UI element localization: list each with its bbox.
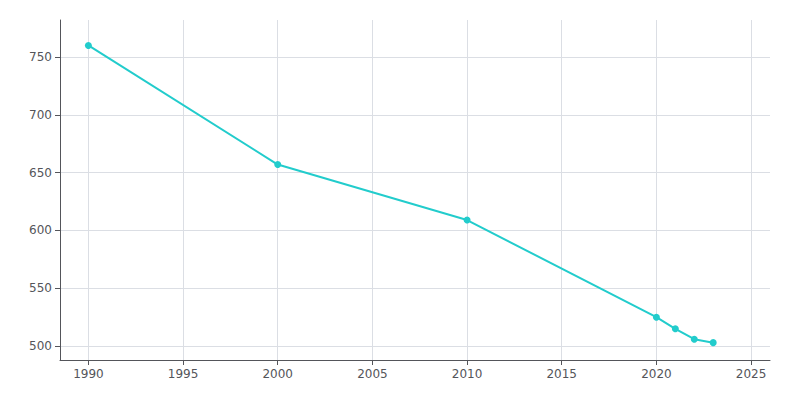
svg-text:2010: 2010 — [452, 367, 483, 381]
svg-text:1990: 1990 — [73, 367, 104, 381]
svg-text:2020: 2020 — [641, 367, 672, 381]
svg-text:2015: 2015 — [546, 367, 577, 381]
svg-text:500: 500 — [29, 339, 52, 353]
svg-text:550: 550 — [29, 281, 52, 295]
svg-text:600: 600 — [29, 223, 52, 237]
svg-text:2005: 2005 — [357, 367, 388, 381]
svg-text:2000: 2000 — [262, 367, 293, 381]
svg-text:750: 750 — [29, 50, 52, 64]
svg-text:1995: 1995 — [168, 367, 199, 381]
svg-text:650: 650 — [29, 166, 52, 180]
svg-text:700: 700 — [29, 108, 52, 122]
svg-text:2025: 2025 — [736, 367, 767, 381]
